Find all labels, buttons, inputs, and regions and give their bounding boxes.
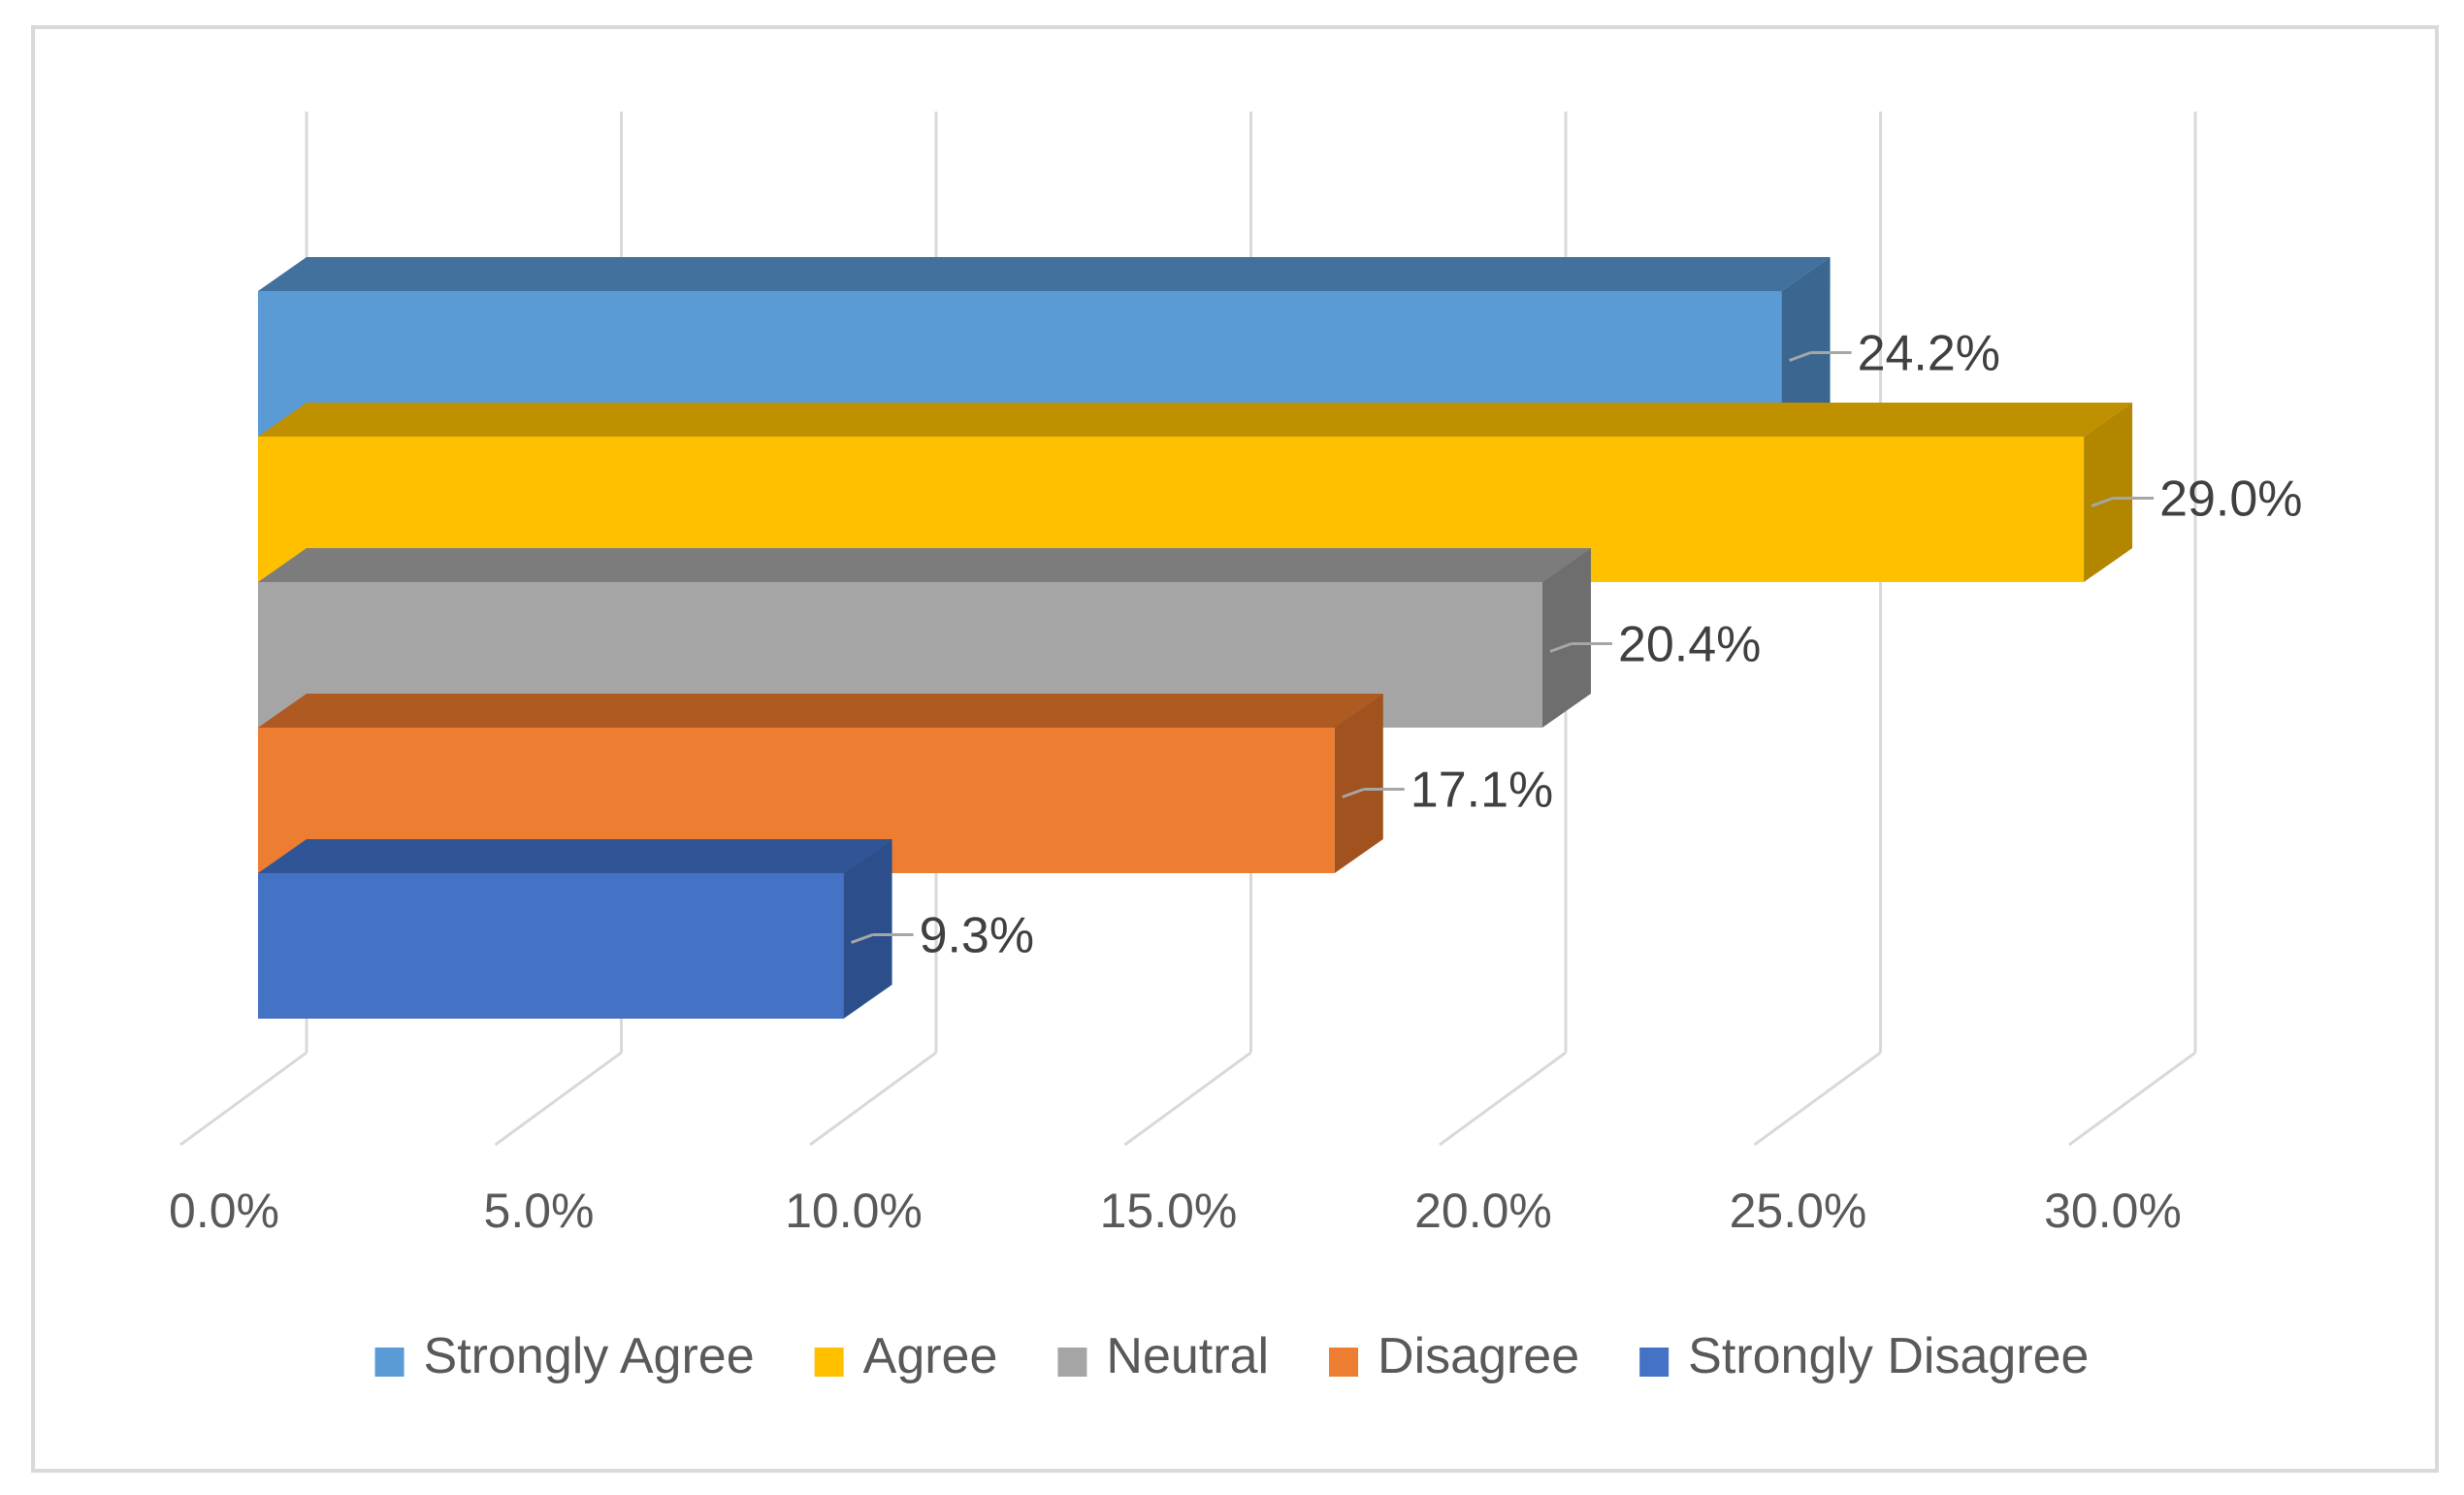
x-tick-label: 25.0% <box>1730 1184 1867 1238</box>
bar-top-face <box>258 403 2133 437</box>
legend-item: Strongly Disagree <box>1639 1328 2089 1384</box>
legend-swatch <box>374 1348 405 1377</box>
bar-top-face <box>258 548 1591 582</box>
legend-label: Strongly Agree <box>424 1328 755 1384</box>
legend-item: Disagree <box>1329 1328 1579 1384</box>
leader-line <box>1789 351 1812 362</box>
data-label: 9.3% <box>920 908 1035 964</box>
bar-front-face <box>258 873 844 1019</box>
data-label: 20.4% <box>1618 617 1761 673</box>
x-tick-label: 0.0% <box>169 1184 279 1238</box>
gridline-floor <box>2068 1051 2196 1147</box>
legend-label: Strongly Disagree <box>1688 1328 2089 1384</box>
x-tick-label: 15.0% <box>1100 1184 1238 1238</box>
data-labels: 24.2% 29.0% 20.4% 17.1% 9.3% <box>851 326 2303 964</box>
legend-swatch <box>814 1348 844 1377</box>
legend-label: Disagree <box>1378 1328 1579 1384</box>
legend-swatch <box>1057 1348 1087 1377</box>
gridline-floor <box>1123 1051 1252 1147</box>
gridline-floor <box>494 1051 623 1147</box>
bar-top-face <box>258 257 1831 291</box>
gridline-floor <box>179 1051 308 1147</box>
x-tick-label: 5.0% <box>484 1184 595 1238</box>
legend-swatch <box>1329 1348 1359 1377</box>
x-tick-label: 20.0% <box>1414 1184 1552 1238</box>
gridline-floor <box>1439 1051 1567 1147</box>
gridline-floor <box>809 1051 937 1147</box>
bar-side-face <box>1541 548 1591 728</box>
x-tick-label: 30.0% <box>2044 1184 2182 1238</box>
x-tick-label: 10.0% <box>785 1184 923 1238</box>
bar-side-face <box>1334 694 1383 873</box>
legend-swatch <box>1639 1348 1670 1377</box>
data-label: 17.1% <box>1410 763 1553 819</box>
legend-label: Agree <box>863 1328 998 1384</box>
leader-line <box>851 933 874 944</box>
legend: Strongly Agree Agree Neutral Disagree Strong… <box>374 1328 2089 1384</box>
leader-line <box>1342 788 1365 798</box>
bar-side-face <box>2084 403 2133 582</box>
legend-item: Neutral <box>1057 1328 1269 1384</box>
x-axis: 0.0% 5.0% 10.0% 15.0% 20.0% 25.0% 30.0% <box>169 1184 2182 1238</box>
bar-strongly-disagree <box>258 839 892 1019</box>
bar-side-face <box>1781 257 1831 437</box>
bar-top-face <box>258 839 892 873</box>
legend-item: Strongly Agree <box>374 1328 755 1384</box>
gridline-floor <box>1753 1051 1882 1147</box>
legend-item: Agree <box>814 1328 998 1384</box>
leader-line <box>2091 497 2114 507</box>
leader-line <box>1549 642 1572 653</box>
bar-top-face <box>258 694 1383 728</box>
legend-label: Neutral <box>1106 1328 1269 1384</box>
data-label: 29.0% <box>2159 471 2302 528</box>
bar-side-face <box>843 839 892 1019</box>
bars <box>258 257 2133 1019</box>
data-label: 24.2% <box>1858 326 2000 382</box>
